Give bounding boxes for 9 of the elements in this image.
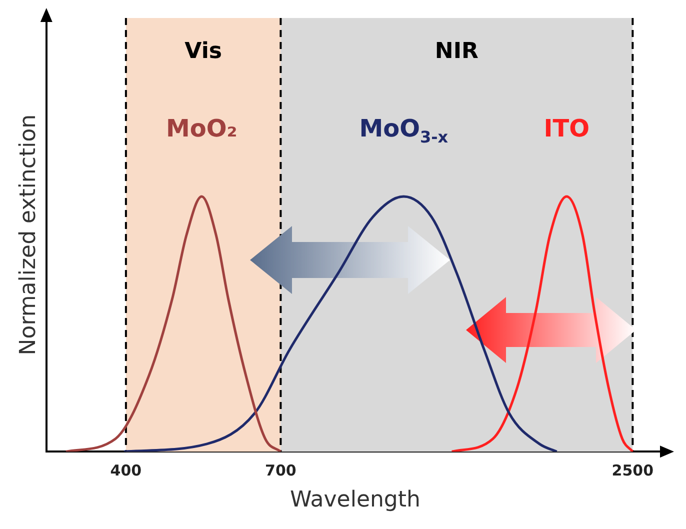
x-tick-label: 400 <box>110 461 142 480</box>
text: ITO <box>544 114 590 143</box>
y-axis-title: Normalized extinction <box>16 114 41 356</box>
x-tick-label: 2500 <box>612 461 654 480</box>
band-label: NIR <box>434 39 478 64</box>
text: MoO₂ <box>166 114 238 143</box>
x-axis-title: Wavelength <box>290 488 420 513</box>
x-tick-label: 700 <box>265 461 296 480</box>
band-label: Vis <box>184 39 222 64</box>
